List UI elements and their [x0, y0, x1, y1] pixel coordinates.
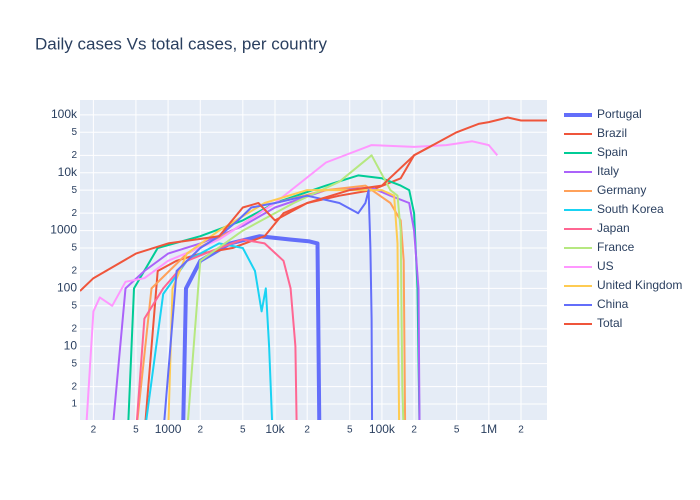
y-tick-label: 1000 [50, 223, 77, 237]
y-tick-label: 2 [71, 150, 77, 161]
x-tick-label: 1M [480, 422, 497, 436]
x-tick-label: 2 [197, 425, 203, 436]
x-tick-label: 2 [304, 425, 310, 436]
legend-label: Italy [597, 164, 619, 178]
axes: 2 5 1000 2 5 10k 2 5 100k 2 5 1M 2 1 2 5 10 2 5 100 2 5 1000 2 5… [50, 107, 524, 436]
y-tick-label: 5 [71, 127, 77, 138]
y-tick-label: 2 [71, 208, 77, 219]
series-line [85, 140, 499, 420]
x-tick-label: 100k [369, 422, 396, 436]
chart-title: Daily cases Vs total cases, per country [35, 34, 327, 53]
series-line [80, 116, 547, 292]
x-tick-label: 2 [91, 425, 97, 436]
x-tick-label: 1000 [155, 422, 182, 436]
lines [80, 116, 547, 420]
y-tick-label: 100k [51, 107, 78, 121]
series-line [135, 238, 298, 420]
legend-label: Total [597, 316, 622, 330]
y-tick-label: 5 [71, 358, 77, 369]
series-line [144, 144, 434, 420]
y-tick-label: 10 [64, 338, 78, 352]
y-tick-label: 5 [71, 300, 77, 311]
y-tick-label: 2 [71, 323, 77, 334]
series-line [187, 154, 405, 420]
x-tick-label: 5 [240, 425, 246, 436]
grid [80, 100, 547, 420]
y-tick-label: 10k [58, 165, 78, 179]
series-line [181, 234, 322, 420]
legend-label: Brazil [597, 126, 627, 140]
series-line [163, 189, 374, 420]
legend-label: US [597, 259, 614, 273]
legend-label: South Korea [597, 202, 664, 216]
legend-label: Japan [597, 221, 630, 235]
y-tick-label: 5 [71, 185, 77, 196]
y-tick-label: 1 [71, 399, 77, 410]
x-tick-label: 5 [133, 425, 139, 436]
y-tick-label: 2 [71, 381, 77, 392]
series-line [145, 242, 274, 420]
y-tick-label: 2 [71, 266, 77, 277]
legend-label: United Kingdom [597, 278, 682, 292]
x-tick-label: 10k [265, 422, 285, 436]
y-tick-label: 5 [71, 243, 77, 254]
legend-label: France [597, 240, 635, 254]
y-tick-label: 100 [57, 281, 77, 295]
legend-label: Spain [597, 145, 628, 159]
x-tick-label: 2 [518, 425, 524, 436]
x-tick-label: 2 [411, 425, 417, 436]
x-tick-label: 5 [454, 425, 460, 436]
legend-label: Germany [597, 183, 646, 197]
legend-label: Portugal [597, 107, 642, 121]
x-tick-label: 5 [347, 425, 353, 436]
legend: Portugal Brazil Spain Italy Germany South Kor… [564, 107, 682, 330]
legend-label: China [597, 297, 629, 311]
